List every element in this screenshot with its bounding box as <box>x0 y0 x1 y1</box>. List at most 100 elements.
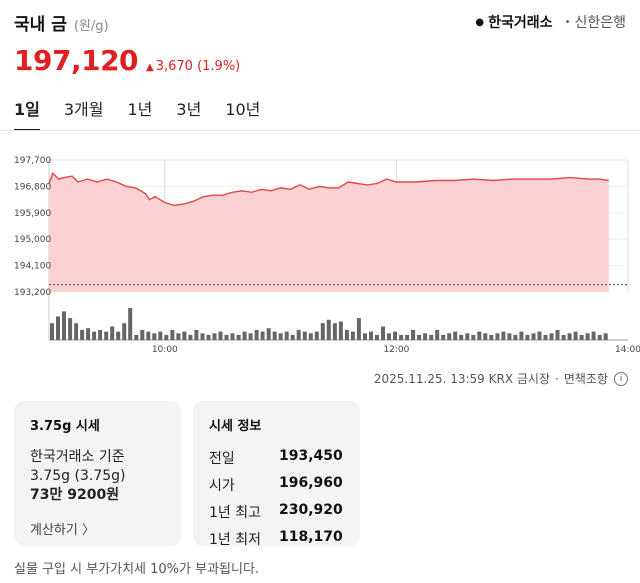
info-label-1y-high: 1년 최고 <box>209 505 261 521</box>
volume-bar <box>218 331 223 340</box>
volume-bar <box>363 333 367 340</box>
volume-bar <box>567 333 572 340</box>
volume-bar <box>507 333 512 340</box>
price-chart[interactable]: 197,700 196,800 195,900 195,000 194,100 193,2… <box>0 150 640 360</box>
calculate-link[interactable]: 계산하기 〉 <box>30 523 95 538</box>
y-tick-label: 194,100 <box>14 262 51 272</box>
volume-bar <box>302 331 307 340</box>
exchange-krx[interactable]: ● 한국거래소 <box>475 12 552 32</box>
card-375g-weight: 3.75g (3.75g) <box>30 468 126 484</box>
volume-bar <box>68 318 73 340</box>
volume-bar <box>483 333 488 340</box>
volume-bar <box>152 333 157 340</box>
volume-bar <box>254 329 259 340</box>
price-info-grid: 전일 193,450 시가 196,960 1년 최고 230,920 1년 최… <box>209 448 344 549</box>
card-375g-price: 3.75g 시세 한국거래소 기준 3.75g (3.75g) 73만 9200… <box>14 401 181 546</box>
volume-bar <box>170 329 175 340</box>
volume-bar <box>350 331 355 340</box>
timestamp: 2025.11.25. 13:59 KRX 금시장 <box>373 372 550 386</box>
volume-bar <box>248 333 253 340</box>
volume-bar <box>104 331 109 340</box>
volume-bar <box>188 334 193 340</box>
volume-bar <box>501 331 506 340</box>
y-tick-label: 195,000 <box>14 235 51 245</box>
card-info-title: 시세 정보 <box>209 419 262 434</box>
volume-bar <box>56 316 60 340</box>
unit-label: (원/g) <box>73 19 109 34</box>
tab-3m[interactable]: 3개월 <box>63 100 104 119</box>
x-tick-label: 10:00 <box>152 345 178 355</box>
up-arrow-icon: ▲ <box>146 62 154 73</box>
tab-1d[interactable]: 1일 <box>14 96 40 131</box>
card-375g-title: 3.75g 시세 <box>30 419 100 434</box>
y-tick-label: 197,700 <box>14 156 51 166</box>
volume-bar <box>429 334 434 340</box>
volume-bar <box>134 334 139 340</box>
volume-bar <box>471 334 476 340</box>
y-tick-label: 195,900 <box>14 209 51 219</box>
volume-bar <box>284 331 289 340</box>
volume-bar <box>369 331 373 340</box>
volume-bar <box>98 329 103 340</box>
volume-bar <box>194 329 199 340</box>
volume-bar <box>405 334 410 340</box>
volume-bar <box>495 333 500 340</box>
volume-bar <box>375 334 379 340</box>
volume-bar <box>513 334 518 340</box>
volume-bar <box>338 321 343 340</box>
y-tick-label: 196,800 <box>14 182 51 192</box>
price-line <box>48 171 609 207</box>
volume-bar <box>573 331 578 340</box>
volume-bar <box>236 334 241 340</box>
volume-bar <box>417 334 422 340</box>
volume-bar <box>519 331 524 340</box>
volume-bar <box>543 334 548 340</box>
volume-bar <box>585 333 590 340</box>
volume-bar <box>74 323 79 340</box>
volume-bar <box>296 329 301 340</box>
exchange-shinhan-label: 신한은행 <box>574 15 626 31</box>
volume-bar <box>272 331 277 340</box>
volume-bar <box>164 334 169 340</box>
x-tick-label: 12:00 <box>383 345 409 355</box>
volume-bar <box>326 319 331 340</box>
tab-10y[interactable]: 10년 <box>225 100 261 119</box>
volume-bar <box>50 323 54 340</box>
exchange-shinhan[interactable]: • 신한은행 <box>565 12 626 32</box>
volume-bar <box>332 323 337 340</box>
volume-bar <box>320 323 325 340</box>
volume-bar <box>86 328 91 340</box>
volume-bar <box>561 334 566 340</box>
info-value-prev: 193,450 <box>279 448 343 464</box>
volume-bar <box>411 329 416 340</box>
volume-bar <box>128 308 133 340</box>
volume-bar <box>212 333 217 340</box>
vat-notice: 실물 구입 시 부가가치세 10%가 부과됩니다. <box>14 562 260 577</box>
volume-bar <box>122 323 127 340</box>
volume-bar <box>435 329 440 340</box>
volume-bar <box>242 331 247 340</box>
info-label-1y-low: 1년 최저 <box>209 532 261 548</box>
volume-bar <box>344 329 349 340</box>
disclaimer-link[interactable]: 면책조항 <box>563 372 608 386</box>
volume-bar <box>80 329 85 340</box>
volume-bar <box>477 331 482 340</box>
volume-bar <box>399 334 404 340</box>
y-tick-label: 193,200 <box>14 288 51 298</box>
volume-bar <box>525 334 530 340</box>
volume-bar <box>591 331 596 340</box>
exchange-selector: ● 한국거래소 • 신한은행 <box>475 12 626 32</box>
price-area <box>49 173 609 292</box>
current-price: 197,120 <box>14 44 139 77</box>
volume-bar <box>314 331 319 340</box>
tab-1y[interactable]: 1년 <box>127 100 153 119</box>
volume-bar <box>200 333 205 340</box>
volume-bar <box>308 333 313 340</box>
volume-bar <box>423 333 428 340</box>
info-icon[interactable]: i <box>614 371 628 386</box>
volume-bar <box>62 311 66 340</box>
price-change: 3,670 (1.9%) <box>155 59 241 74</box>
card-375g-source: 한국거래소 기준 <box>30 449 125 465</box>
tab-3y[interactable]: 3년 <box>176 100 202 119</box>
volume-bar <box>387 333 391 340</box>
